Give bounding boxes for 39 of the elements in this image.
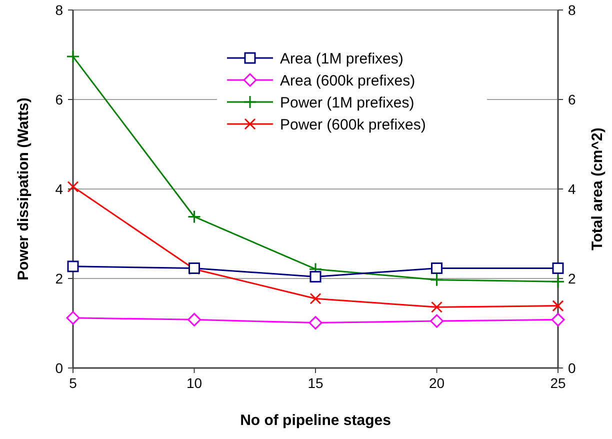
point	[67, 181, 79, 193]
point	[188, 312, 201, 326]
point	[430, 314, 444, 328]
y2-tick-label: 4	[568, 180, 576, 197]
y2-axis-title: Total area (cm^2)	[589, 128, 606, 250]
legend-label: Area (600k prefixes)	[280, 72, 416, 90]
point	[552, 300, 564, 312]
point	[67, 260, 79, 272]
y-axis-title: Power dissipation (Watts)	[15, 98, 32, 280]
point	[310, 270, 322, 282]
point	[310, 292, 322, 304]
point	[308, 316, 322, 330]
x-tick-label: 5	[69, 375, 78, 391]
point	[551, 312, 565, 326]
x-tick-label: 10	[186, 375, 202, 391]
point	[431, 262, 442, 274]
legend-label: Area (1M prefixes)	[280, 50, 404, 68]
point	[551, 274, 565, 288]
point	[431, 301, 442, 313]
legend-label: Power (1M prefixes)	[280, 94, 414, 112]
x-tick-label: 20	[428, 375, 445, 391]
y-tick-label: 4	[55, 180, 64, 197]
point	[430, 273, 444, 287]
point	[66, 311, 80, 325]
y-tick-label: 8	[55, 2, 64, 18]
y2-tick-label: 2	[568, 270, 576, 286]
legend-label: Power (600k prefixes)	[280, 116, 426, 134]
y-tick-label: 6	[55, 91, 64, 108]
y2-tick-label: 6	[568, 91, 576, 108]
x-axis-title: No of pipeline stages	[240, 412, 391, 429]
y-tick-label: 2	[55, 270, 64, 286]
y2-tick-label: 0	[568, 360, 576, 376]
point	[188, 210, 201, 224]
point	[552, 262, 564, 274]
y2-tick-label: 8	[568, 2, 576, 18]
point	[66, 50, 80, 64]
y-tick-label: 0	[55, 360, 64, 376]
x-tick-label: 15	[308, 375, 324, 391]
x-tick-label: 25	[550, 375, 566, 391]
